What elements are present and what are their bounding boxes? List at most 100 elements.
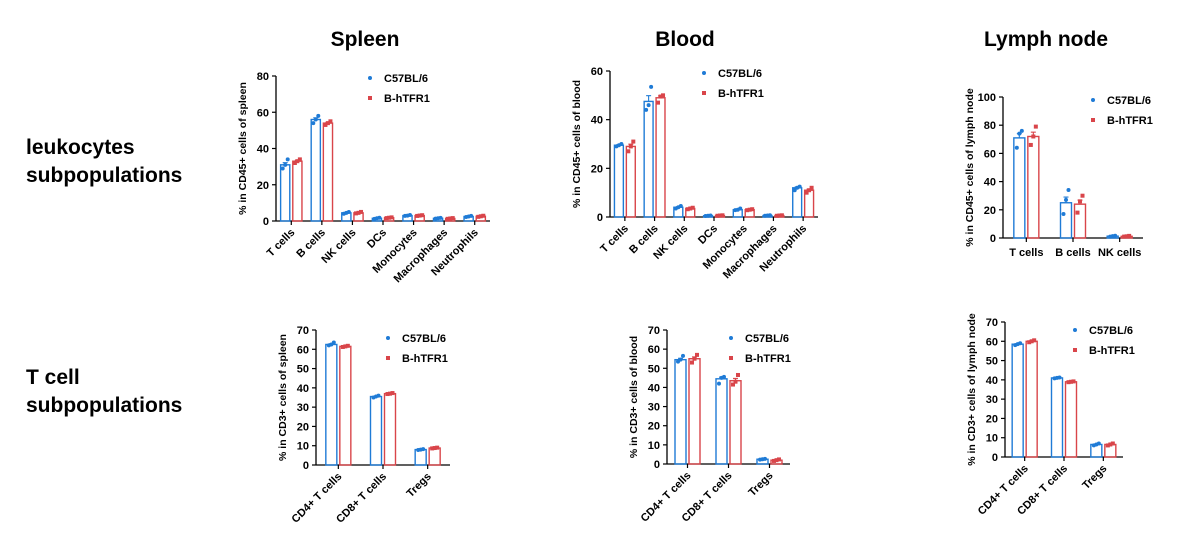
bar	[339, 345, 352, 466]
data-point	[285, 157, 290, 162]
legend-marker	[729, 356, 733, 360]
data-point	[377, 215, 382, 220]
data-point	[774, 458, 779, 463]
data-point	[1075, 210, 1080, 215]
data-point	[688, 206, 693, 211]
legend-marker	[1073, 328, 1077, 332]
y-axis-label: % in CD45+ cells of blood	[571, 80, 583, 208]
data-point	[430, 446, 435, 451]
bar	[279, 164, 291, 222]
legend-label: B-hTFR1	[402, 353, 448, 365]
data-point	[1122, 234, 1127, 239]
bar	[1025, 340, 1038, 458]
legend-label: C57BL/6	[745, 333, 789, 345]
row-label-t-cell: T cell subpopulations	[26, 366, 183, 417]
data-point	[384, 216, 389, 221]
data-point	[1124, 234, 1129, 239]
column-title-blood: Blood	[655, 28, 715, 51]
y-tick-label: 80	[984, 120, 996, 132]
data-point	[1028, 142, 1033, 147]
data-point	[432, 446, 437, 451]
data-point	[779, 213, 784, 218]
data-point	[1066, 380, 1071, 385]
data-point	[387, 215, 392, 220]
chart-2: 0 20 40 60 % in CD45+ cells of blood T cells B…	[571, 66, 818, 281]
bar	[729, 380, 742, 465]
legend-label: C57BL/6	[718, 68, 762, 80]
data-point	[774, 213, 779, 218]
data-point	[420, 213, 425, 218]
legend-marker	[1091, 98, 1095, 102]
x-tick-label: Macrophages	[392, 227, 451, 286]
y-tick-label: 40	[986, 375, 998, 387]
legend-marker	[1073, 348, 1077, 352]
x-tick-label: Tregs	[1080, 463, 1109, 492]
y-tick-label: 60	[297, 344, 309, 356]
y-tick-label: 70	[648, 325, 660, 337]
legend-label: C57BL/6	[1107, 95, 1151, 107]
data-point	[1105, 443, 1110, 448]
y-tick-label: 40	[591, 115, 603, 127]
legend-label: C57BL/6	[384, 73, 428, 85]
legend-label: B-hTFR1	[1089, 345, 1135, 357]
legend-label: B-hTFR1	[718, 88, 764, 100]
data-point	[658, 94, 663, 99]
y-axis-label: % in CD3+ cells of spleen	[277, 334, 289, 461]
data-point	[1066, 188, 1071, 193]
data-point	[720, 213, 725, 218]
data-point	[656, 100, 661, 105]
x-tick-label: T cells	[1009, 247, 1043, 259]
y-tick-label: 0	[654, 459, 660, 471]
data-point	[644, 107, 649, 112]
data-point	[283, 162, 288, 167]
data-point	[1127, 233, 1132, 238]
x-tick-label: Tregs	[405, 471, 434, 500]
y-tick-label: 20	[591, 163, 603, 175]
data-point	[1014, 145, 1019, 150]
data-point	[646, 103, 651, 108]
legend-marker	[1091, 118, 1095, 122]
data-point	[450, 216, 455, 221]
y-tick-label: 60	[257, 107, 269, 119]
data-point	[390, 391, 395, 396]
y-tick-label: 60	[986, 336, 998, 348]
data-point	[448, 216, 453, 221]
bar	[1013, 137, 1026, 239]
legend-marker	[729, 336, 733, 340]
y-axis-label: % in CD3+ cells of lymph node	[966, 313, 978, 466]
legend-label: B-hTFR1	[384, 93, 430, 105]
legend-marker	[702, 71, 706, 75]
bar	[792, 187, 803, 218]
data-point	[343, 344, 348, 349]
data-point	[715, 213, 720, 218]
bar	[1059, 202, 1073, 239]
x-tick-label: DCs	[696, 223, 720, 247]
data-point	[1032, 338, 1037, 343]
data-point	[738, 206, 743, 211]
y-tick-label: 40	[648, 382, 660, 394]
bar	[1073, 203, 1087, 239]
data-point	[407, 213, 412, 218]
data-point	[1069, 379, 1073, 384]
data-point	[708, 213, 713, 218]
data-point	[678, 204, 683, 209]
data-point	[1064, 197, 1068, 202]
data-point	[792, 188, 797, 193]
x-tick-label: B cells	[1055, 247, 1090, 259]
row-label-leukocytes: leukocytes subpopulations	[26, 136, 183, 187]
y-tick-label: 0	[263, 216, 269, 228]
data-point	[661, 93, 666, 98]
y-tick-label: 40	[984, 177, 996, 189]
bar	[310, 118, 322, 222]
y-tick-label: 50	[986, 356, 998, 368]
bar	[325, 343, 338, 466]
data-point	[297, 157, 302, 162]
data-point	[1096, 441, 1101, 446]
data-point	[313, 117, 318, 122]
y-tick-label: 20	[986, 413, 998, 425]
data-point	[628, 144, 633, 149]
data-point	[469, 213, 474, 218]
bar	[322, 122, 334, 222]
y-tick-label: 10	[648, 440, 660, 452]
